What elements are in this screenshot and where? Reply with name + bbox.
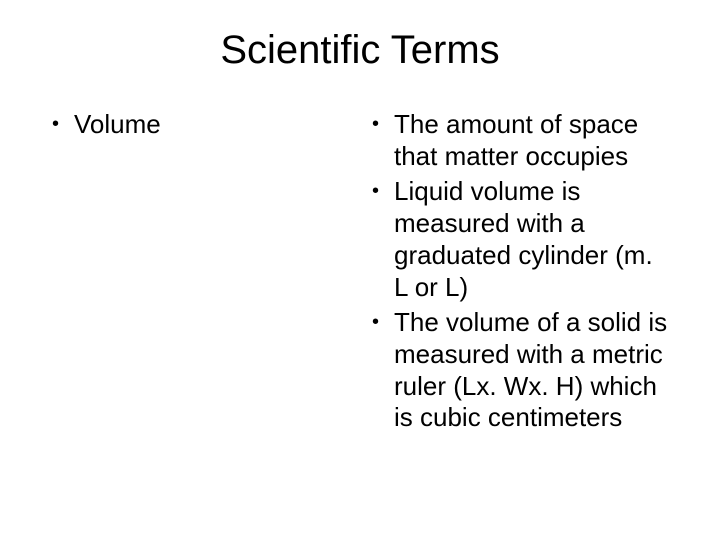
left-column: Volume (48, 109, 348, 438)
right-bullet-list: The amount of space that matter occupies… (368, 109, 672, 434)
list-item: Liquid volume is measured with a graduat… (368, 176, 672, 303)
content-columns: Volume The amount of space that matter o… (48, 109, 672, 438)
list-item: Volume (48, 109, 348, 141)
slide: Scientific Terms Volume The amount of sp… (0, 0, 720, 540)
slide-title: Scientific Terms (48, 28, 672, 73)
list-item: The amount of space that matter occupies (368, 109, 672, 172)
list-item: The volume of a solid is measured with a… (368, 307, 672, 434)
left-bullet-list: Volume (48, 109, 348, 141)
right-column: The amount of space that matter occupies… (368, 109, 672, 438)
